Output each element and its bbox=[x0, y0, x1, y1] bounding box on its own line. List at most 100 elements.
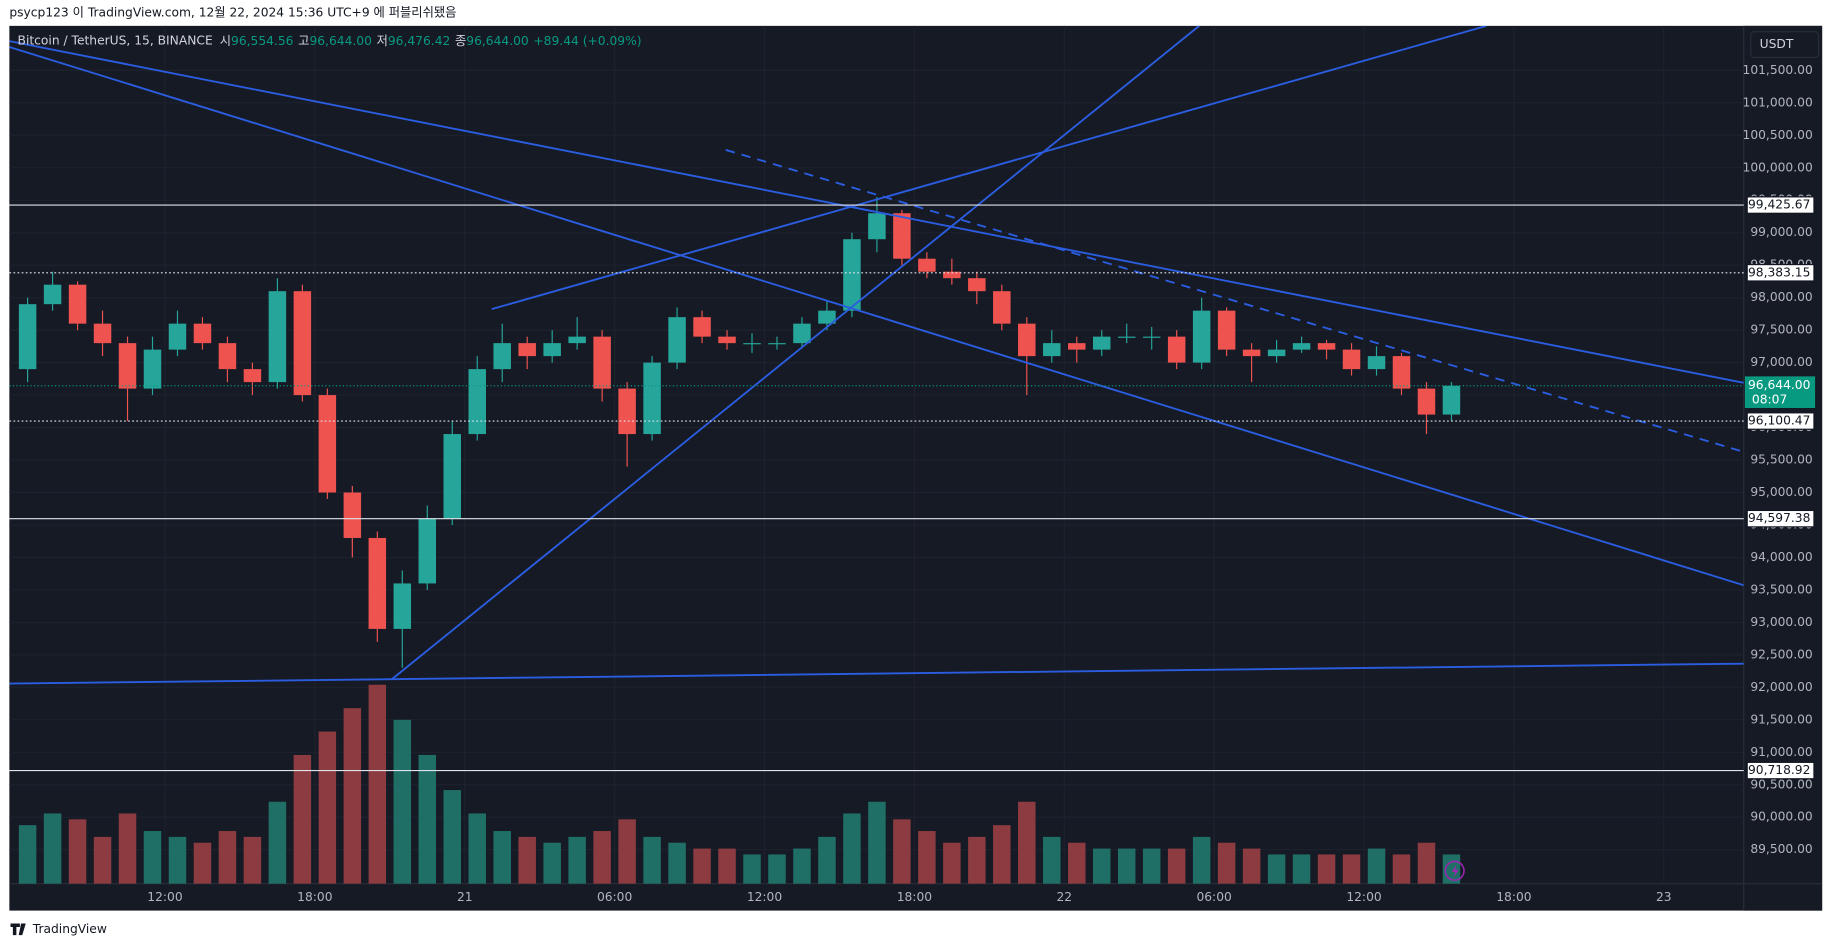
x-tick-label: 18:00 bbox=[1496, 890, 1531, 904]
volume-bar bbox=[518, 836, 536, 884]
volume-bar bbox=[493, 831, 511, 884]
x-tick-label: 22 bbox=[1056, 890, 1072, 904]
volume-bar bbox=[618, 819, 636, 884]
alert-icon[interactable] bbox=[1444, 860, 1465, 881]
volume-bar bbox=[868, 801, 886, 884]
candle-body bbox=[1068, 343, 1086, 350]
volume-bar bbox=[768, 854, 786, 884]
candle-body bbox=[693, 317, 711, 337]
volume-bar bbox=[193, 842, 212, 884]
volume-bar bbox=[1217, 842, 1236, 884]
x-tick-label: 23 bbox=[1656, 890, 1672, 904]
volume-bar bbox=[1417, 842, 1436, 884]
volume-bar bbox=[1142, 848, 1161, 884]
volume-bar bbox=[168, 836, 187, 884]
y-tick-label: 91,000.00 bbox=[1750, 745, 1812, 759]
volume bbox=[18, 684, 1461, 884]
candle-body bbox=[618, 388, 636, 435]
candle-body bbox=[1392, 356, 1411, 389]
candle-body bbox=[168, 323, 187, 350]
volume-bar bbox=[118, 813, 137, 884]
candle-body bbox=[968, 278, 986, 292]
currency-button[interactable] bbox=[1750, 31, 1820, 59]
candle-body bbox=[443, 434, 461, 519]
trend-line bbox=[491, 25, 1487, 311]
candles bbox=[18, 197, 1461, 668]
candle-body bbox=[918, 258, 936, 272]
x-tick-label: 18:00 bbox=[297, 890, 332, 904]
y-tick-label: 89,500.00 bbox=[1750, 842, 1812, 856]
volume-bar bbox=[1242, 848, 1261, 884]
countdown-label: 08:07 bbox=[1752, 392, 1787, 406]
candle-body bbox=[568, 336, 586, 344]
volume-bar bbox=[1292, 854, 1311, 884]
price-label-box bbox=[1746, 509, 1815, 528]
candle-body bbox=[1117, 336, 1136, 338]
volume-bar bbox=[1392, 854, 1411, 884]
volume-bar bbox=[1192, 836, 1211, 884]
candle-body bbox=[943, 271, 961, 279]
candle-body bbox=[68, 284, 87, 324]
price-label: 94,597.38 bbox=[1748, 511, 1810, 525]
y-tick-label: 90,000.00 bbox=[1750, 810, 1812, 824]
candle-body bbox=[893, 213, 911, 259]
volume-bar bbox=[718, 848, 736, 884]
volume-bar bbox=[418, 754, 437, 884]
candle-body bbox=[393, 583, 412, 629]
candle-body bbox=[218, 343, 237, 370]
volume-bar bbox=[1167, 848, 1186, 884]
candle-body bbox=[1092, 336, 1111, 350]
trend-line bbox=[391, 25, 1200, 680]
candle-body bbox=[1417, 388, 1436, 415]
ohlc-name: 종 bbox=[455, 34, 466, 48]
trend-line bbox=[725, 149, 1744, 453]
y-tick-label: 93,000.00 bbox=[1750, 615, 1812, 629]
candle-body bbox=[1192, 310, 1211, 363]
y-tick-label: 97,500.00 bbox=[1750, 323, 1812, 337]
candle-body bbox=[318, 395, 337, 493]
trend-line bbox=[9, 662, 1744, 685]
axis-labels: 89,500.00 90,000.00 90,500.00 91,000.00 91,5… bbox=[147, 63, 1816, 904]
candle-body bbox=[593, 336, 611, 389]
candle-body bbox=[993, 291, 1011, 324]
volume-bar bbox=[1342, 854, 1361, 884]
volume-bar bbox=[43, 813, 62, 884]
candle-body bbox=[768, 343, 786, 345]
candle-body bbox=[1267, 349, 1286, 357]
volume-bar bbox=[893, 819, 911, 884]
y-tick-label: 95,500.00 bbox=[1750, 453, 1812, 467]
x-tick-label: 06:00 bbox=[597, 890, 632, 904]
volume-bar bbox=[268, 801, 287, 884]
candle-body bbox=[1442, 385, 1461, 415]
last-price-label: 96,644.00 bbox=[1748, 378, 1810, 392]
price-label-box bbox=[1746, 264, 1815, 282]
candle-body bbox=[1043, 343, 1061, 357]
volume-bar bbox=[368, 684, 387, 884]
volume-bar bbox=[818, 836, 836, 884]
candle-body bbox=[1167, 336, 1186, 363]
ohlc-value: 96,644.00 bbox=[309, 34, 371, 48]
volume-bar bbox=[218, 831, 237, 884]
volume-bar bbox=[443, 790, 461, 884]
candle-body bbox=[43, 284, 62, 305]
ohlc-value: 96,644.00 bbox=[466, 34, 528, 48]
brand-logo bbox=[10, 923, 26, 936]
volume-bar bbox=[918, 831, 936, 884]
trend-line bbox=[9, 46, 1744, 587]
x-tick-label: 12:00 bbox=[1346, 890, 1381, 904]
y-tick-label: 90,500.00 bbox=[1750, 777, 1812, 791]
footer: TradingView bbox=[10, 922, 107, 936]
volume-bar bbox=[543, 842, 561, 884]
candle-body bbox=[1342, 349, 1361, 370]
ohlc-name: 고 bbox=[298, 34, 309, 48]
volume-bar bbox=[1267, 854, 1286, 884]
price-label-box bbox=[1746, 196, 1815, 214]
candle-body bbox=[268, 291, 287, 383]
volume-bar bbox=[1018, 801, 1036, 884]
price-label: 99,425.67 bbox=[1748, 198, 1810, 212]
y-tick-label: 100,500.00 bbox=[1743, 128, 1813, 142]
candle-body bbox=[668, 317, 686, 363]
x-tick-label: 06:00 bbox=[1196, 890, 1231, 904]
volume-bar bbox=[1117, 848, 1136, 884]
